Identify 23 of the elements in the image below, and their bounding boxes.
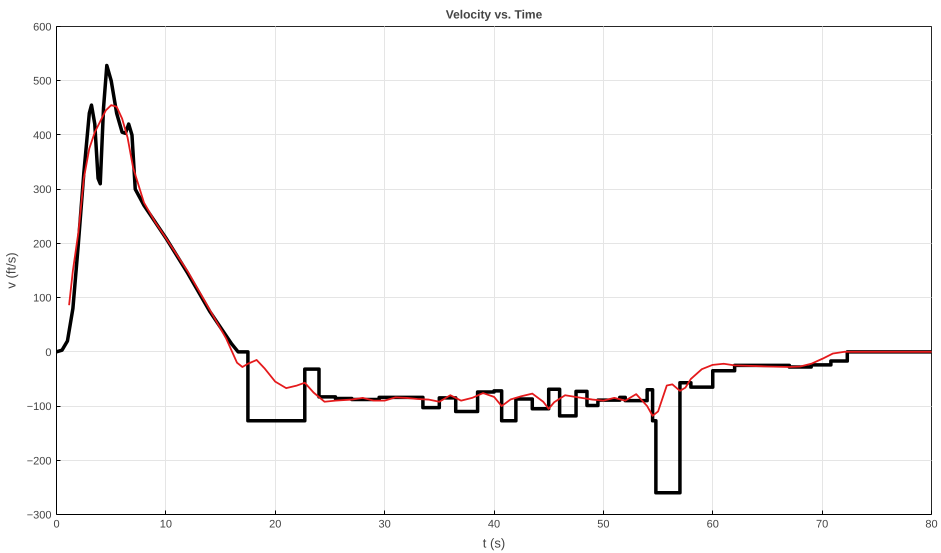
- y-tick-label: −100: [26, 401, 52, 414]
- y-tick-label: 300: [33, 184, 52, 196]
- x-tick-label: 80: [925, 518, 938, 530]
- y-tick-label: 600: [33, 22, 52, 34]
- y-tick-label: 400: [33, 130, 52, 142]
- y-tick-label: −200: [26, 455, 52, 468]
- y-tick-label: 500: [33, 76, 52, 88]
- x-tick-label: 10: [160, 518, 172, 530]
- x-tick-label: 60: [706, 518, 719, 530]
- y-axis-title: v (ft/s): [4, 252, 19, 289]
- line-series: [68, 104, 932, 417]
- x-tick-label: 20: [269, 518, 282, 530]
- x-axis-title: t (s): [482, 536, 506, 550]
- y-tick-label: 0: [45, 346, 52, 359]
- y-tick-label: −300: [26, 510, 52, 522]
- x-tick-label: 30: [378, 518, 391, 530]
- y-tick-label: 100: [33, 292, 52, 305]
- chart-title: Velocity vs. Time: [446, 8, 543, 22]
- x-tick-label: 70: [816, 518, 828, 530]
- x-tick-label: 0: [53, 518, 60, 530]
- x-tick-label: 50: [597, 518, 610, 530]
- y-tick-label: 200: [33, 238, 52, 250]
- x-tick-label: 40: [488, 518, 500, 530]
